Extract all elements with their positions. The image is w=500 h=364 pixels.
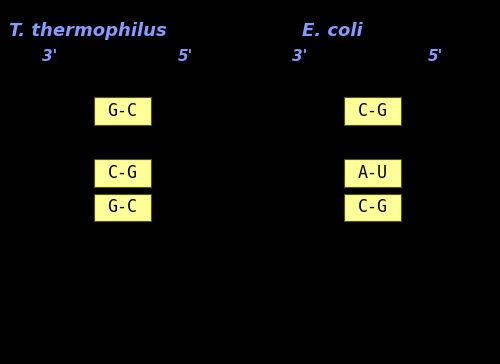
Text: E. coli: E. coli — [302, 22, 363, 40]
Text: 5': 5' — [428, 49, 442, 64]
FancyBboxPatch shape — [344, 97, 401, 124]
Text: G-C: G-C — [108, 102, 138, 120]
Text: C-G: C-G — [108, 164, 138, 182]
Text: C-G: C-G — [358, 198, 388, 217]
Text: G-C: G-C — [108, 198, 138, 217]
FancyBboxPatch shape — [94, 97, 151, 124]
Text: 5': 5' — [178, 49, 192, 64]
Text: 3': 3' — [292, 49, 308, 64]
FancyBboxPatch shape — [344, 194, 401, 221]
FancyBboxPatch shape — [94, 194, 151, 221]
Text: 3': 3' — [42, 49, 58, 64]
FancyBboxPatch shape — [344, 159, 401, 186]
Text: T. thermophilus: T. thermophilus — [8, 22, 166, 40]
FancyBboxPatch shape — [94, 159, 151, 186]
Text: A-U: A-U — [358, 164, 388, 182]
Text: C-G: C-G — [358, 102, 388, 120]
